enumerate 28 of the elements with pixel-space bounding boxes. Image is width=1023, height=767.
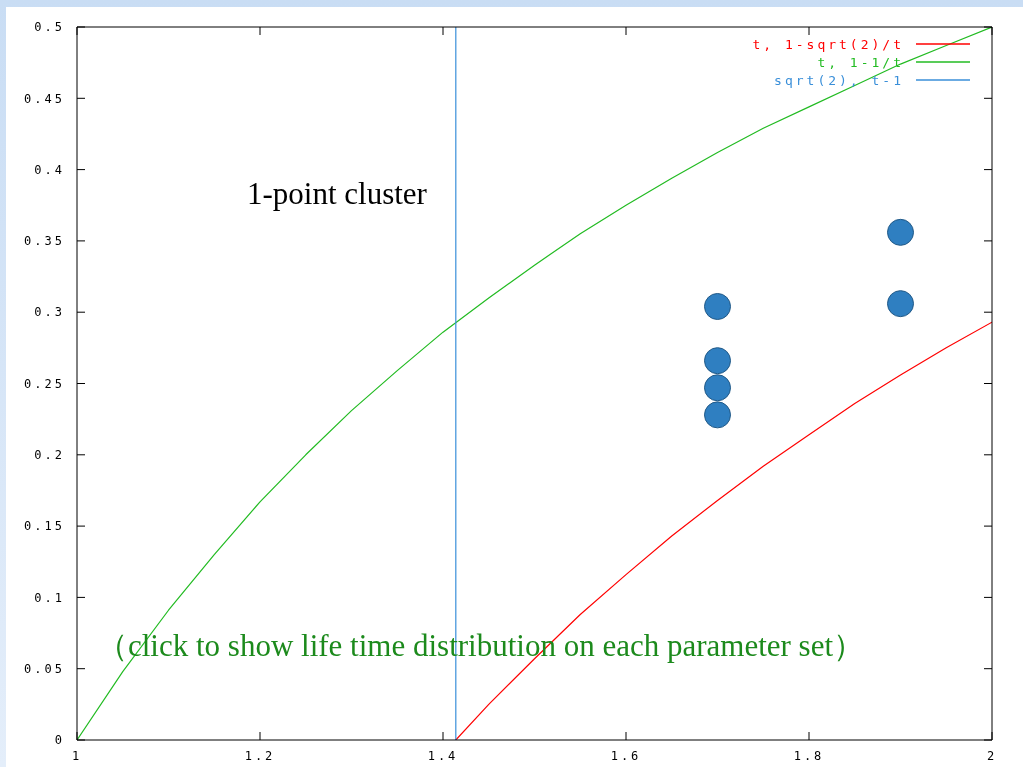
x-tick-label: 1.8 — [793, 748, 825, 763]
point — [704, 401, 731, 429]
y-tick-label: 0 — [54, 733, 65, 748]
x-tick-label: 1.6 — [610, 748, 642, 763]
y-tick-label: 0.05 — [24, 661, 65, 676]
point — [887, 290, 914, 318]
x-tick-label: 1.4 — [427, 748, 459, 763]
line-series — [77, 27, 992, 740]
legend-label: t, 1-sqrt(2)/t — [752, 36, 904, 52]
y-tick-label: 0.45 — [24, 91, 65, 106]
y-tick-label: 0.25 — [24, 376, 65, 391]
y-tick-label: 0.5 — [34, 20, 65, 35]
y-tick-label: 0.35 — [24, 234, 65, 249]
annotation: 1-point cluster — [247, 176, 427, 212]
x-tick-label: 2 — [986, 748, 998, 763]
y-tick-label: 0.15 — [24, 519, 65, 534]
y-tick-label: 0.2 — [34, 448, 65, 463]
point — [704, 293, 731, 320]
x-tick-label: 1.2 — [244, 748, 276, 763]
y-tick-label: 0.1 — [34, 590, 65, 605]
y-tick-label: 0.3 — [34, 305, 65, 320]
point — [704, 347, 731, 375]
x-tick-label: 1 — [71, 748, 83, 763]
y-tick-label: 0.4 — [34, 162, 65, 177]
point — [887, 218, 914, 246]
legend-label: sqrt(2), t-1 — [774, 72, 904, 88]
point — [704, 374, 731, 402]
legend-label: t, 1-1/t — [817, 54, 904, 70]
